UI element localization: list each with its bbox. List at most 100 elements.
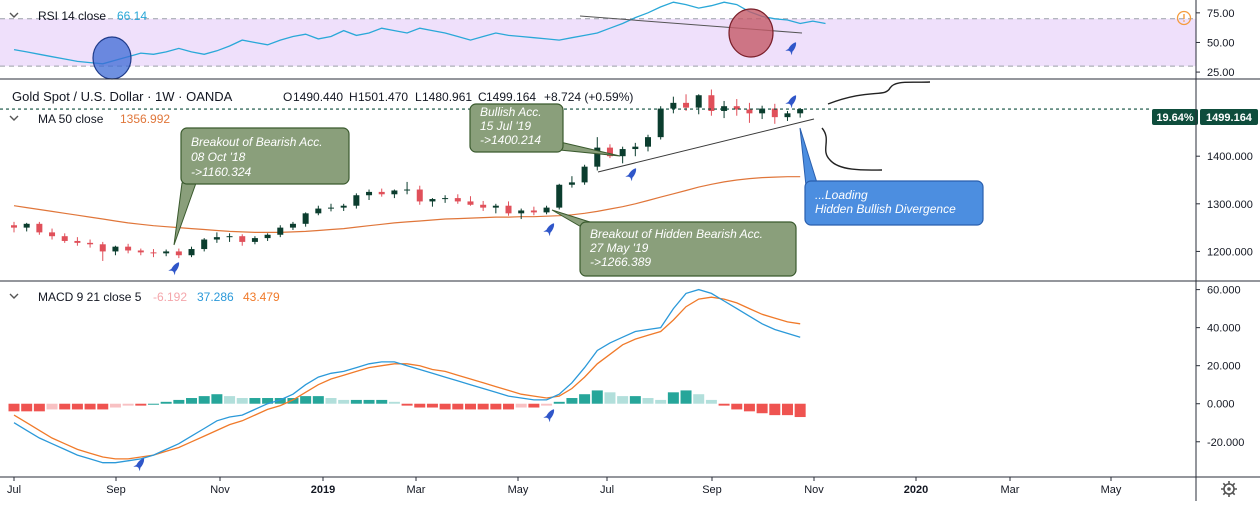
candle[interactable]: [518, 208, 525, 220]
candle[interactable]: [568, 176, 575, 188]
candle[interactable]: [657, 106, 664, 140]
candle[interactable]: [112, 245, 119, 256]
histogram-bar: [515, 403, 527, 408]
histogram-bar: [426, 403, 438, 408]
candle[interactable]: [492, 203, 499, 214]
candle[interactable]: [175, 248, 182, 259]
candle[interactable]: [543, 205, 550, 215]
candle[interactable]: [467, 196, 474, 206]
note-bullish-acc-line3: ->1400.214: [480, 133, 541, 147]
candle[interactable]: [188, 246, 195, 258]
candle[interactable]: [87, 239, 94, 248]
candle[interactable]: [340, 203, 347, 211]
candle[interactable]: [797, 108, 804, 118]
macd-pane[interactable]: 60.000 40.000 20.000 0.000 -20.000: [8, 285, 1245, 464]
candle[interactable]: [404, 181, 411, 195]
histogram-bar: [249, 398, 261, 404]
candle[interactable]: [36, 221, 43, 235]
candle[interactable]: [619, 146, 626, 164]
candle[interactable]: [480, 200, 487, 211]
note-bullish-acc[interactable]: Bullish Acc. 15 Jul '19 ->1400.214: [469, 103, 621, 157]
note-breakout-bearish-line2: 08 Oct '18: [191, 150, 246, 164]
candle[interactable]: [391, 189, 398, 199]
candle[interactable]: [645, 134, 651, 152]
rsi-pane[interactable]: 75.00 50.00 25.00: [0, 1, 1235, 79]
histogram-bar: [21, 403, 33, 412]
settings-gear-icon[interactable]: [1221, 481, 1237, 497]
candle[interactable]: [315, 205, 322, 216]
candle[interactable]: [201, 238, 208, 252]
rocket-body: [136, 458, 145, 469]
candle[interactable]: [125, 243, 132, 254]
candle[interactable]: [289, 221, 296, 230]
candle[interactable]: [733, 99, 740, 116]
candle-body: [201, 239, 208, 250]
candle[interactable]: [137, 248, 144, 256]
candle[interactable]: [556, 183, 563, 210]
candle-body: [784, 113, 791, 118]
note-breakout-bearish-line1: Breakout of Bearish Acc.: [191, 135, 323, 149]
histogram-bar: [186, 398, 198, 404]
macd-chevron-icon[interactable]: [9, 293, 19, 299]
note-breakout-bearish[interactable]: Breakout of Bearish Acc. 08 Oct '18 ->11…: [173, 127, 350, 246]
candle[interactable]: [530, 206, 537, 216]
candle[interactable]: [429, 198, 436, 207]
candle[interactable]: [163, 249, 170, 257]
candle[interactable]: [61, 233, 68, 243]
rsi-tick-label: 25.00: [1207, 67, 1235, 79]
note-breakout-hidden[interactable]: Breakout of Hidden Bearish Acc. 27 May '…: [551, 209, 797, 277]
rocket-body: [171, 262, 180, 273]
time-axis[interactable]: Jul Sep Nov 2019 Mar May Jul Sep Nov 2020 Mar May: [7, 477, 1122, 496]
macd-tick-label: 60.000: [1207, 285, 1241, 297]
candle[interactable]: [11, 221, 17, 233]
rsi-legend: RSI 14 close 66.14: [38, 9, 147, 23]
note-breakout-hidden-line1: Breakout of Hidden Bearish Acc.: [590, 227, 763, 241]
ma50-line: [13, 176, 801, 233]
candle[interactable]: [23, 222, 30, 232]
candle[interactable]: [581, 164, 588, 185]
candle[interactable]: [264, 233, 271, 241]
candle[interactable]: [226, 233, 233, 242]
time-tick-label: Nov: [210, 484, 230, 496]
candle[interactable]: [670, 96, 677, 114]
candle[interactable]: [366, 189, 373, 200]
candle[interactable]: [759, 105, 766, 120]
candle[interactable]: [49, 228, 56, 240]
candle[interactable]: [505, 201, 512, 216]
candle[interactable]: [683, 94, 690, 111]
candle[interactable]: [771, 103, 778, 124]
candle[interactable]: [213, 232, 220, 243]
candle[interactable]: [632, 142, 639, 157]
note-loading[interactable]: ...Loading Hidden Bullish Divergence: [799, 127, 984, 226]
candle[interactable]: [99, 241, 106, 261]
price-pane[interactable]: 1400.000 1300.000 1200.000: [0, 89, 1253, 261]
rsi-chevron-icon[interactable]: [9, 12, 19, 18]
candle[interactable]: [708, 89, 715, 116]
candle[interactable]: [328, 203, 334, 212]
candle-body: [404, 189, 411, 191]
candle[interactable]: [784, 110, 791, 121]
candle[interactable]: [442, 195, 449, 203]
price-chevron-icon[interactable]: [9, 115, 19, 121]
support-trendline: [597, 118, 815, 173]
candle[interactable]: [251, 236, 258, 245]
candle-body: [137, 250, 144, 253]
candle[interactable]: [302, 212, 309, 227]
candle[interactable]: [277, 225, 284, 238]
alert-icon[interactable]: [1176, 10, 1192, 26]
candle[interactable]: [378, 188, 385, 197]
candle[interactable]: [721, 100, 728, 119]
histogram-bar: [705, 399, 717, 404]
candle[interactable]: [74, 237, 81, 246]
candle[interactable]: [416, 185, 423, 205]
candle[interactable]: [746, 102, 753, 123]
candle[interactable]: [150, 249, 157, 258]
candle[interactable]: [695, 94, 702, 115]
candle[interactable]: [454, 194, 461, 204]
candle[interactable]: [353, 193, 360, 209]
rocket-signal-icon: [133, 458, 145, 472]
candle[interactable]: [239, 234, 246, 246]
candle[interactable]: [606, 144, 613, 159]
